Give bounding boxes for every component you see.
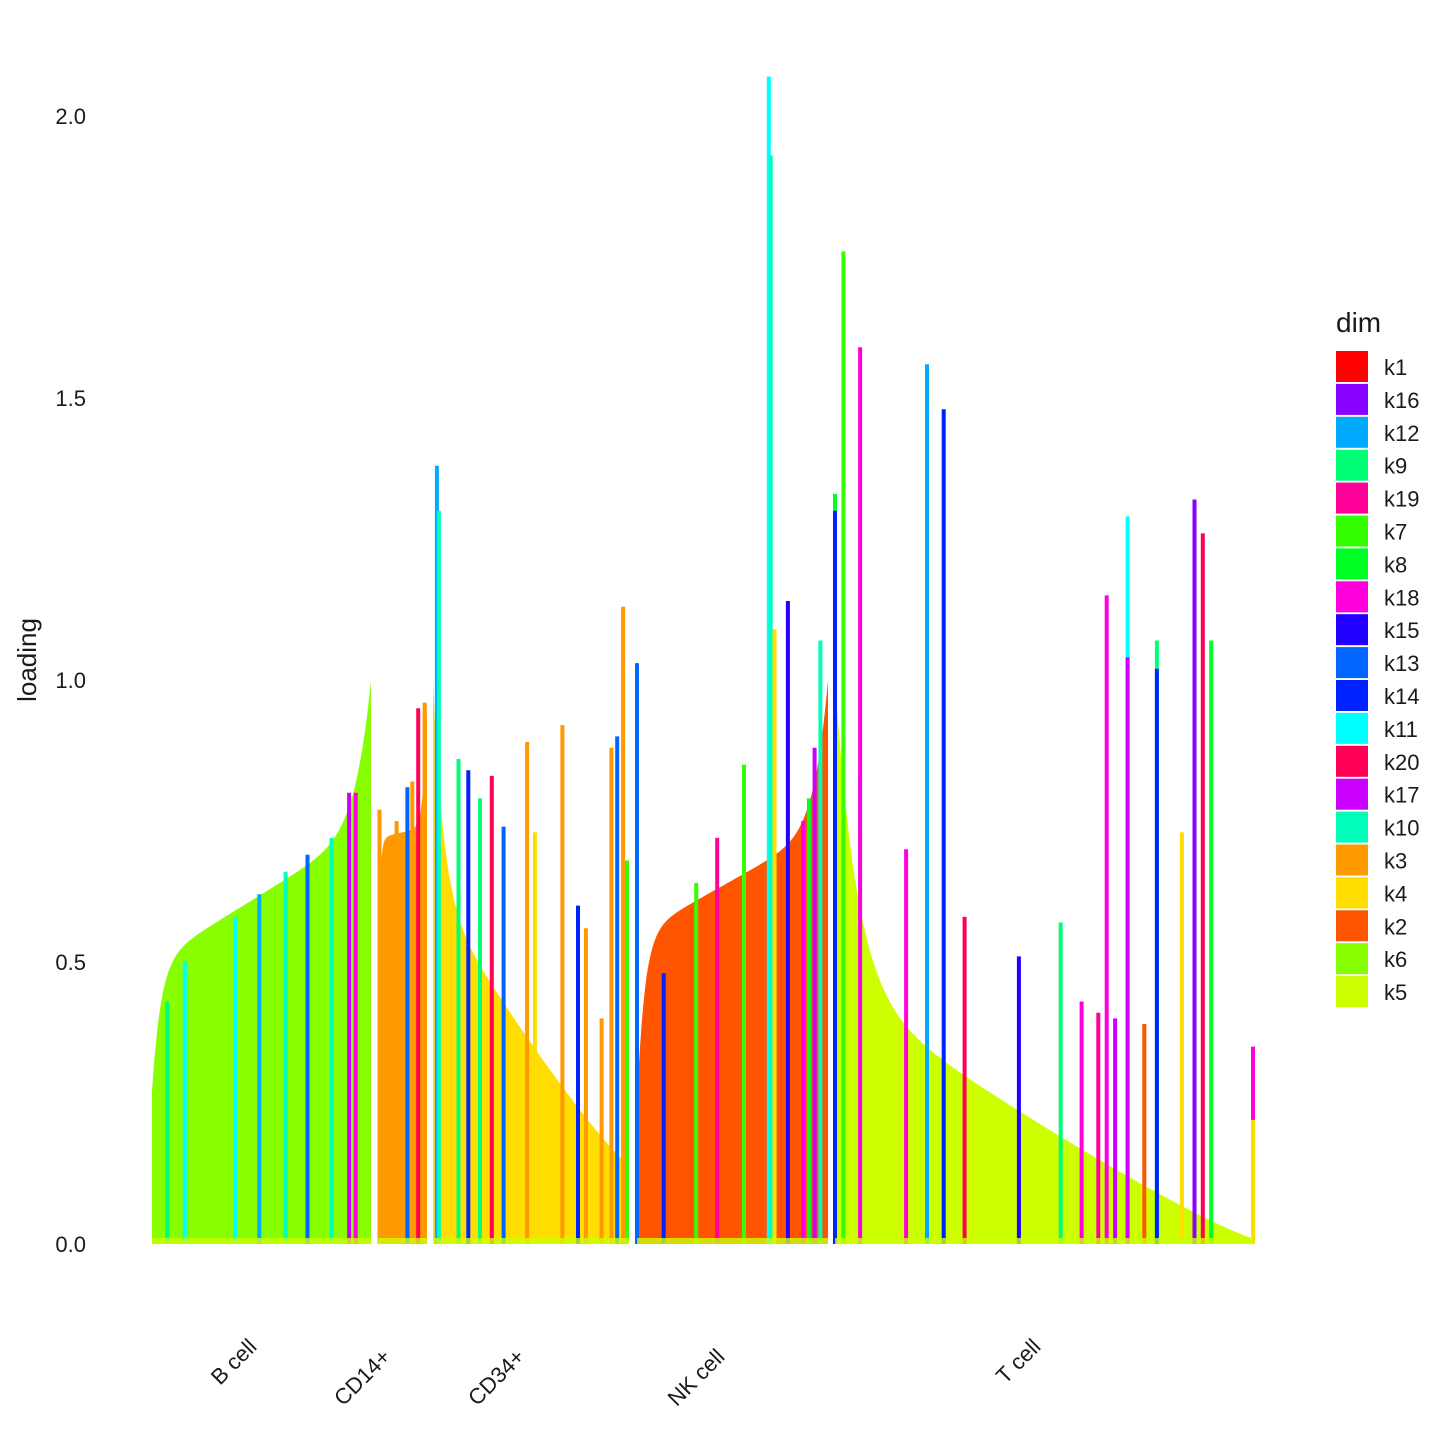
legend-label: k10: [1384, 816, 1419, 841]
baseline-sliver: [637, 1238, 828, 1244]
y-tick-label: 0.5: [55, 950, 86, 975]
legend-label: k12: [1384, 421, 1419, 446]
legend-label: k8: [1384, 552, 1407, 577]
legend-title: dim: [1336, 307, 1381, 338]
legend-swatch: [1336, 383, 1368, 415]
baseline-sliver: [835, 1238, 1253, 1244]
plot-area: [152, 76, 1255, 1244]
legend-swatch: [1336, 976, 1368, 1008]
dominant-area: [378, 702, 427, 1244]
group-cd34-: [433, 465, 629, 1244]
legend-label: k9: [1384, 454, 1407, 479]
y-axis-title: loading: [12, 618, 42, 702]
legend-swatch: [1336, 712, 1368, 744]
legend-label: k6: [1384, 947, 1407, 972]
legend-swatch: [1336, 647, 1368, 679]
legend-swatch: [1336, 351, 1368, 382]
legend-label: k5: [1384, 980, 1407, 1005]
legend-swatch: [1336, 548, 1368, 580]
legend-label: k20: [1384, 750, 1419, 775]
legend-swatch: [1336, 778, 1368, 810]
baseline-sliver: [152, 1238, 371, 1244]
y-tick-label: 2.0: [55, 104, 86, 129]
legend-label: k2: [1384, 914, 1407, 939]
y-tick-label: 0.0: [55, 1232, 86, 1257]
legend-swatch: [1336, 515, 1368, 547]
legend-label: k14: [1384, 684, 1419, 709]
legend-swatch: [1336, 581, 1368, 613]
legend-label: k13: [1384, 651, 1419, 676]
legend-label: k1: [1384, 355, 1407, 380]
legend-swatch: [1336, 910, 1368, 942]
baseline-sliver: [433, 1238, 629, 1244]
dominant-area: [637, 680, 828, 1244]
legend-items: k1 k16 k12 k9 k19 k7 k8 k18 k15 k13 k14 k11 k20 k17 k1…: [1336, 351, 1419, 1008]
legend-label: k19: [1384, 487, 1419, 512]
y-axis: 0.0 0.5 1.0 1.5 2.0: [55, 104, 86, 1257]
legend: dim k1k16k12k9k19k7k8k18k15k13k14k11k20k…: [1336, 307, 1419, 1008]
legend-swatch: [1336, 844, 1368, 876]
x-group-label: NK cell: [663, 1344, 730, 1411]
legend-swatch: [1336, 877, 1368, 909]
x-group-label: T cell: [991, 1334, 1046, 1389]
legend-label: k7: [1384, 520, 1407, 545]
legend-swatch: [1336, 614, 1368, 646]
y-tick-label: 1.5: [55, 386, 86, 411]
legend-label: k11: [1384, 717, 1418, 742]
x-group-label: CD14+: [329, 1344, 396, 1411]
legend-swatch: [1336, 943, 1368, 975]
group-cd14-: [377, 702, 427, 1244]
group-labels: B cell CD14+ CD34+ NK cell T cell: [206, 1334, 1046, 1411]
dominant-area: [835, 680, 1253, 1244]
legend-label: k4: [1384, 881, 1407, 906]
dominant-area: [152, 680, 371, 1244]
x-group-label: CD34+: [463, 1344, 530, 1411]
legend-swatch: [1336, 745, 1368, 777]
group-nk-cell: [635, 76, 828, 1244]
legend-swatch: [1336, 680, 1368, 711]
legend-label: k16: [1384, 388, 1419, 413]
group-t-cell: [833, 251, 1255, 1244]
legend-label: k18: [1384, 585, 1419, 610]
x-group-label: B cell: [206, 1334, 262, 1390]
legend-swatch: [1336, 416, 1368, 448]
legend-swatch: [1336, 482, 1368, 514]
legend-label: k15: [1384, 618, 1419, 643]
group-b-cell: [152, 680, 371, 1244]
legend-swatch: [1336, 449, 1368, 481]
y-tick-label: 1.0: [55, 668, 86, 693]
legend-label: k3: [1384, 849, 1407, 874]
legend-swatch: [1336, 811, 1368, 843]
baseline-sliver: [378, 1238, 427, 1244]
legend-label: k17: [1384, 783, 1419, 808]
